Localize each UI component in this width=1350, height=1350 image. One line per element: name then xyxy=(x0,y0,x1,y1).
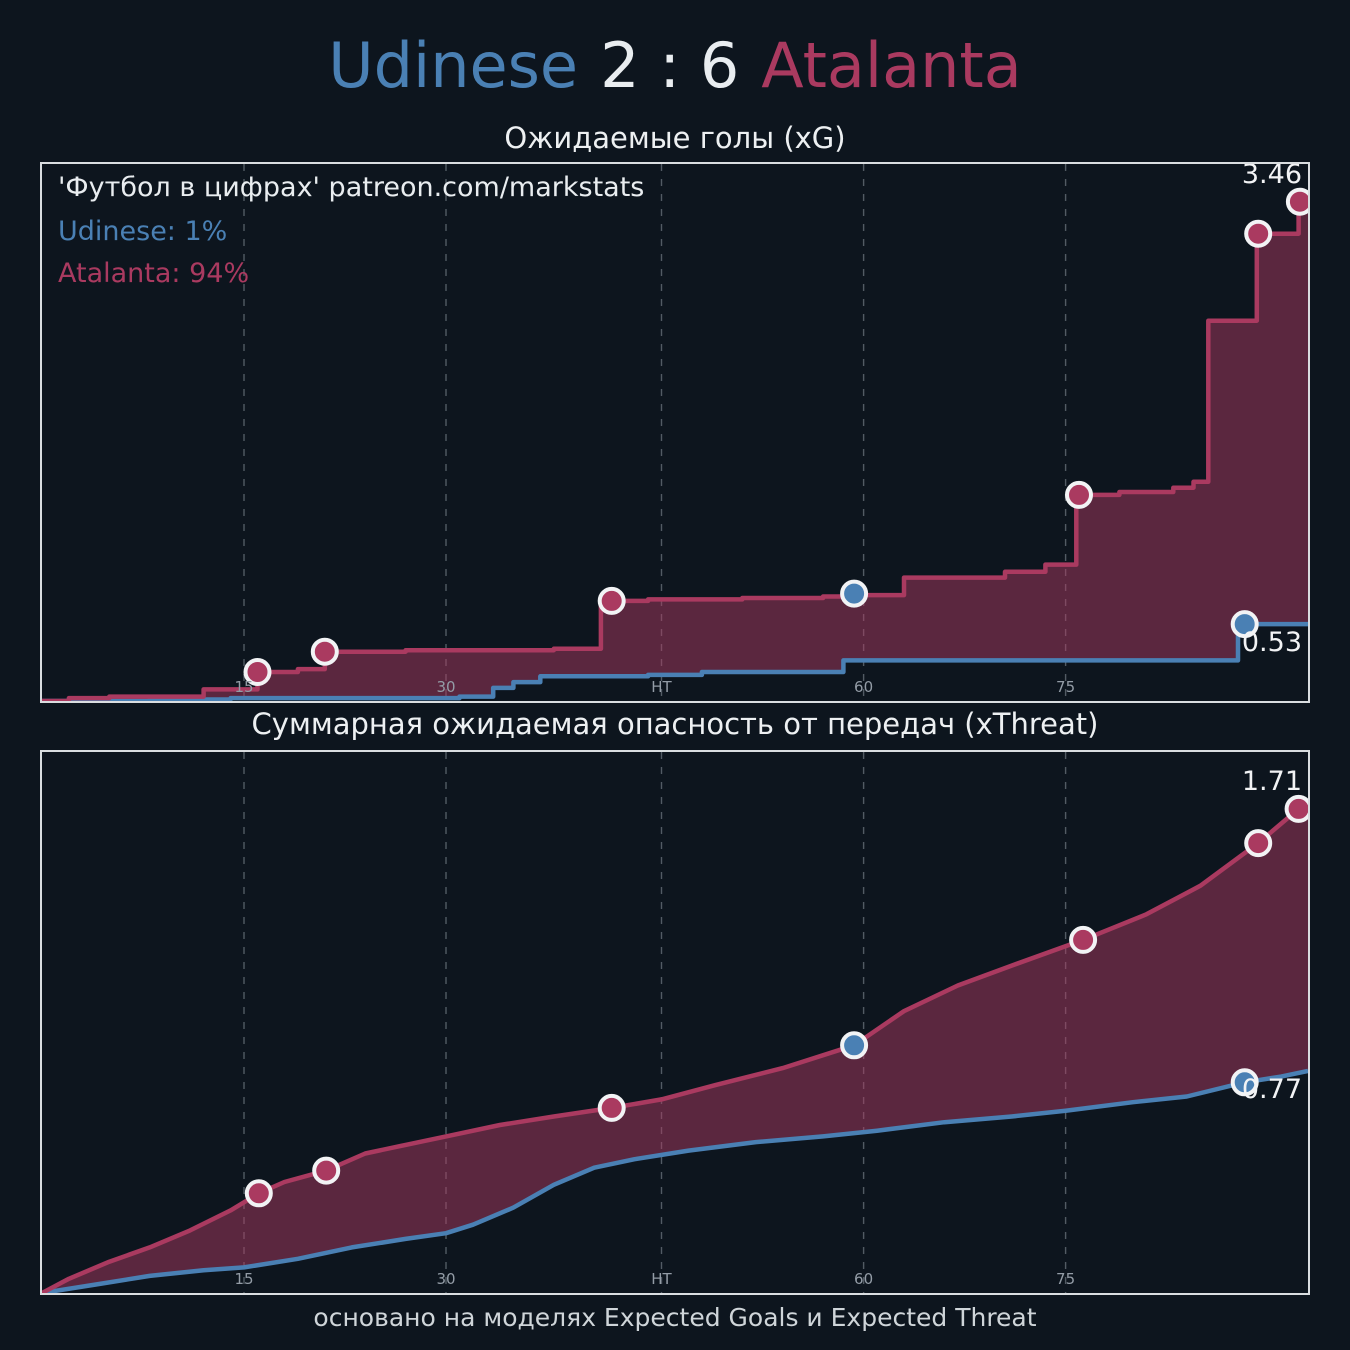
goal-marker xyxy=(1230,610,1259,639)
x-tick-label: 60 xyxy=(854,678,873,696)
xthreat-chart: 15 30 HT 60 75 1.71 0.77 xyxy=(40,750,1310,1295)
x-tick-label: 75 xyxy=(1056,678,1075,696)
goal-marker xyxy=(840,579,869,608)
away-win-probability: Atalanta: 94% xyxy=(58,258,250,289)
area-between-lines xyxy=(42,806,1308,1293)
x-tick-label: 30 xyxy=(436,678,455,696)
footer-note: основано на моделях Expected Goals и Exp… xyxy=(313,1303,1037,1332)
home-xg-line xyxy=(42,621,1308,701)
goal-marker xyxy=(244,1179,273,1208)
goal-marker xyxy=(243,658,272,686)
xg-chart-plot: 15 30 HT 60 75 3.46 0.53 xyxy=(42,164,1308,701)
goal-marker xyxy=(840,1031,869,1060)
goal-marker xyxy=(1244,219,1273,248)
home-xg-line xyxy=(42,1068,1308,1293)
away-xg-line xyxy=(42,803,1308,1293)
away-team-name: Atalanta xyxy=(761,29,1022,102)
home-team-name: Udinese xyxy=(328,29,579,102)
goal-marker xyxy=(1244,829,1273,858)
x-tick-label: 15 xyxy=(234,678,253,696)
x-tick-label: HT xyxy=(651,1270,672,1288)
x-tick-label: 15 xyxy=(234,1270,253,1288)
xg-chart-title: Ожидаемые голы (xG) xyxy=(504,121,846,155)
x-tick-label: HT xyxy=(651,678,672,696)
goal-marker xyxy=(597,586,626,615)
home-win-probability: Udinese: 1% xyxy=(58,216,228,247)
xthreat-chart-title: Суммарная ожидаемая опасность от передач… xyxy=(251,707,1099,741)
goal-marker xyxy=(597,1093,626,1122)
match-title: Udinese 2 : 6 Atalanta xyxy=(0,29,1350,102)
match-score: 2 : 6 xyxy=(600,29,740,102)
goal-marker xyxy=(310,637,339,666)
x-tick-label: 30 xyxy=(436,1270,455,1288)
goal-marker xyxy=(1284,794,1308,823)
goal-marker xyxy=(1230,1068,1259,1097)
xthreat-chart-plot: 15 30 HT 60 75 1.71 0.77 xyxy=(42,752,1308,1293)
goal-marker xyxy=(1065,480,1093,509)
x-tick-label: 75 xyxy=(1056,1270,1075,1288)
goal-marker xyxy=(312,1156,341,1185)
home-final-value: 0.53 xyxy=(1242,627,1302,658)
away-final-value: 1.71 xyxy=(1242,766,1302,797)
xg-chart: 15 30 HT 60 75 3.46 0.53 'Футбол в цифрах' pat… xyxy=(40,162,1310,703)
goal-marker xyxy=(1285,187,1308,216)
x-tick-label: 60 xyxy=(854,1270,873,1288)
home-final-value: 0.77 xyxy=(1242,1074,1302,1105)
goal-marker xyxy=(1069,925,1098,954)
watermark: 'Футбол в цифрах' patreon.com/markstats xyxy=(58,172,645,203)
away-final-value: 3.46 xyxy=(1242,164,1302,190)
